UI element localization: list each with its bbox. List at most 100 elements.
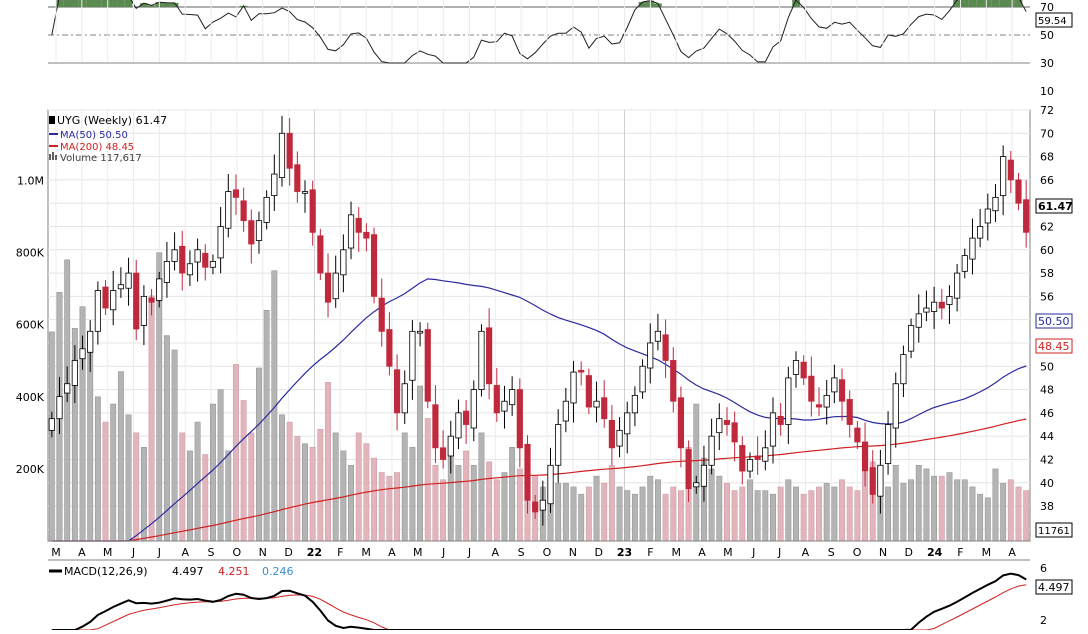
price-tick-label: 38 [1040,500,1054,513]
candle-body [48,418,55,431]
ma200-value-label: 48.45 [1038,340,1070,353]
volume-bar [294,436,301,542]
candle-body [409,330,416,381]
x-tick-label: M [671,546,681,559]
candle-body [746,459,754,472]
candle-body [501,400,508,412]
candle-body [393,369,401,414]
x-tick-label: A [1008,546,1016,559]
candle-body [163,261,170,283]
volume-bar [616,486,623,542]
volume-bars [48,252,1030,542]
candle-body [309,189,316,233]
volume-bar [654,479,661,542]
candle-body [570,371,577,404]
candle-body [562,400,569,422]
volume-bar [378,472,385,542]
volume-bar [892,465,899,542]
volume-bar [846,486,853,542]
volume-bar [1007,479,1014,542]
candle-body [317,235,324,274]
candle-body [731,422,738,443]
macd-label: MACD(12,26,9) [64,565,148,578]
rsi-overbought-fill [117,0,125,7]
candle-body [294,164,301,192]
candle-body [961,255,968,272]
candle-body [125,272,132,289]
rsi-overbought-fill [109,0,118,7]
volume-tick-label: 400K [16,391,45,404]
candle-body [148,297,155,303]
x-tick-label: S [208,546,215,559]
candle-body [547,464,554,505]
volume-bar [94,396,101,542]
volume-bar [470,465,477,542]
x-tick-label: M [51,546,61,559]
volume-bar [386,475,393,542]
candle-body [877,464,884,497]
volume-bar [770,493,776,542]
volume-bar [731,490,738,542]
candle-body [110,290,117,311]
candle-body [417,330,424,334]
candle-body [225,191,232,229]
candle-body [685,449,692,489]
candle-body [954,272,961,299]
candle-body [332,272,339,300]
volume-bar [179,432,186,542]
volume-bar [432,465,439,542]
volume-bar [133,432,140,542]
candle-body [777,415,784,425]
volume-bar [279,414,285,542]
candle-body [240,200,247,222]
candle-body [593,400,600,408]
price-tick-label: 60 [1040,244,1054,257]
candle-body [340,249,347,276]
price-tick-label: 40 [1040,477,1054,490]
volume-bar [677,490,684,542]
volume-bar [624,490,631,542]
candle-body [463,410,470,425]
candle-body [831,377,838,393]
x-tick-label: M [103,546,113,559]
candle-body [539,499,546,511]
volume-bar [171,349,178,542]
candle-body [969,237,976,260]
candle-body [278,132,286,178]
rsi-line [51,0,1027,64]
price-tick-label: 70 [1040,127,1054,140]
price-tick-label: 44 [1040,430,1054,443]
macd-flag: 4.497 [1035,579,1073,595]
candle-body [509,389,516,406]
x-tick-label: A [181,546,189,559]
x-tick-label: A [698,546,706,559]
candle-body [884,424,892,464]
candle-body [209,261,217,268]
volume-tick-label: 200K [16,463,45,476]
candle-body [486,327,493,385]
volume-bar [202,454,209,542]
volume-bar [647,475,654,542]
rsi-overbought-fill [991,0,1000,7]
candle-body [102,286,109,309]
candle-body [440,447,447,460]
candle-body [762,447,769,462]
x-tick-label: 23 [617,546,632,559]
candle-body [64,383,71,394]
candle-body [255,220,263,241]
volume-bar [286,421,293,542]
volume-bar [110,403,117,542]
volume-bar [800,493,807,542]
candle-body [355,217,362,233]
candle-body [624,412,631,435]
x-tick-label: F [957,546,963,559]
volume-bar [210,403,216,542]
volume-bar [440,479,447,542]
price-tick-label: 72 [1040,104,1054,117]
x-tick-label: J [157,546,161,559]
rsi-overbought-fill [983,0,992,7]
volume-bar [885,486,892,542]
volume-tick-label: 1.0M [17,175,44,188]
rsi-overbought-fill [86,0,95,7]
